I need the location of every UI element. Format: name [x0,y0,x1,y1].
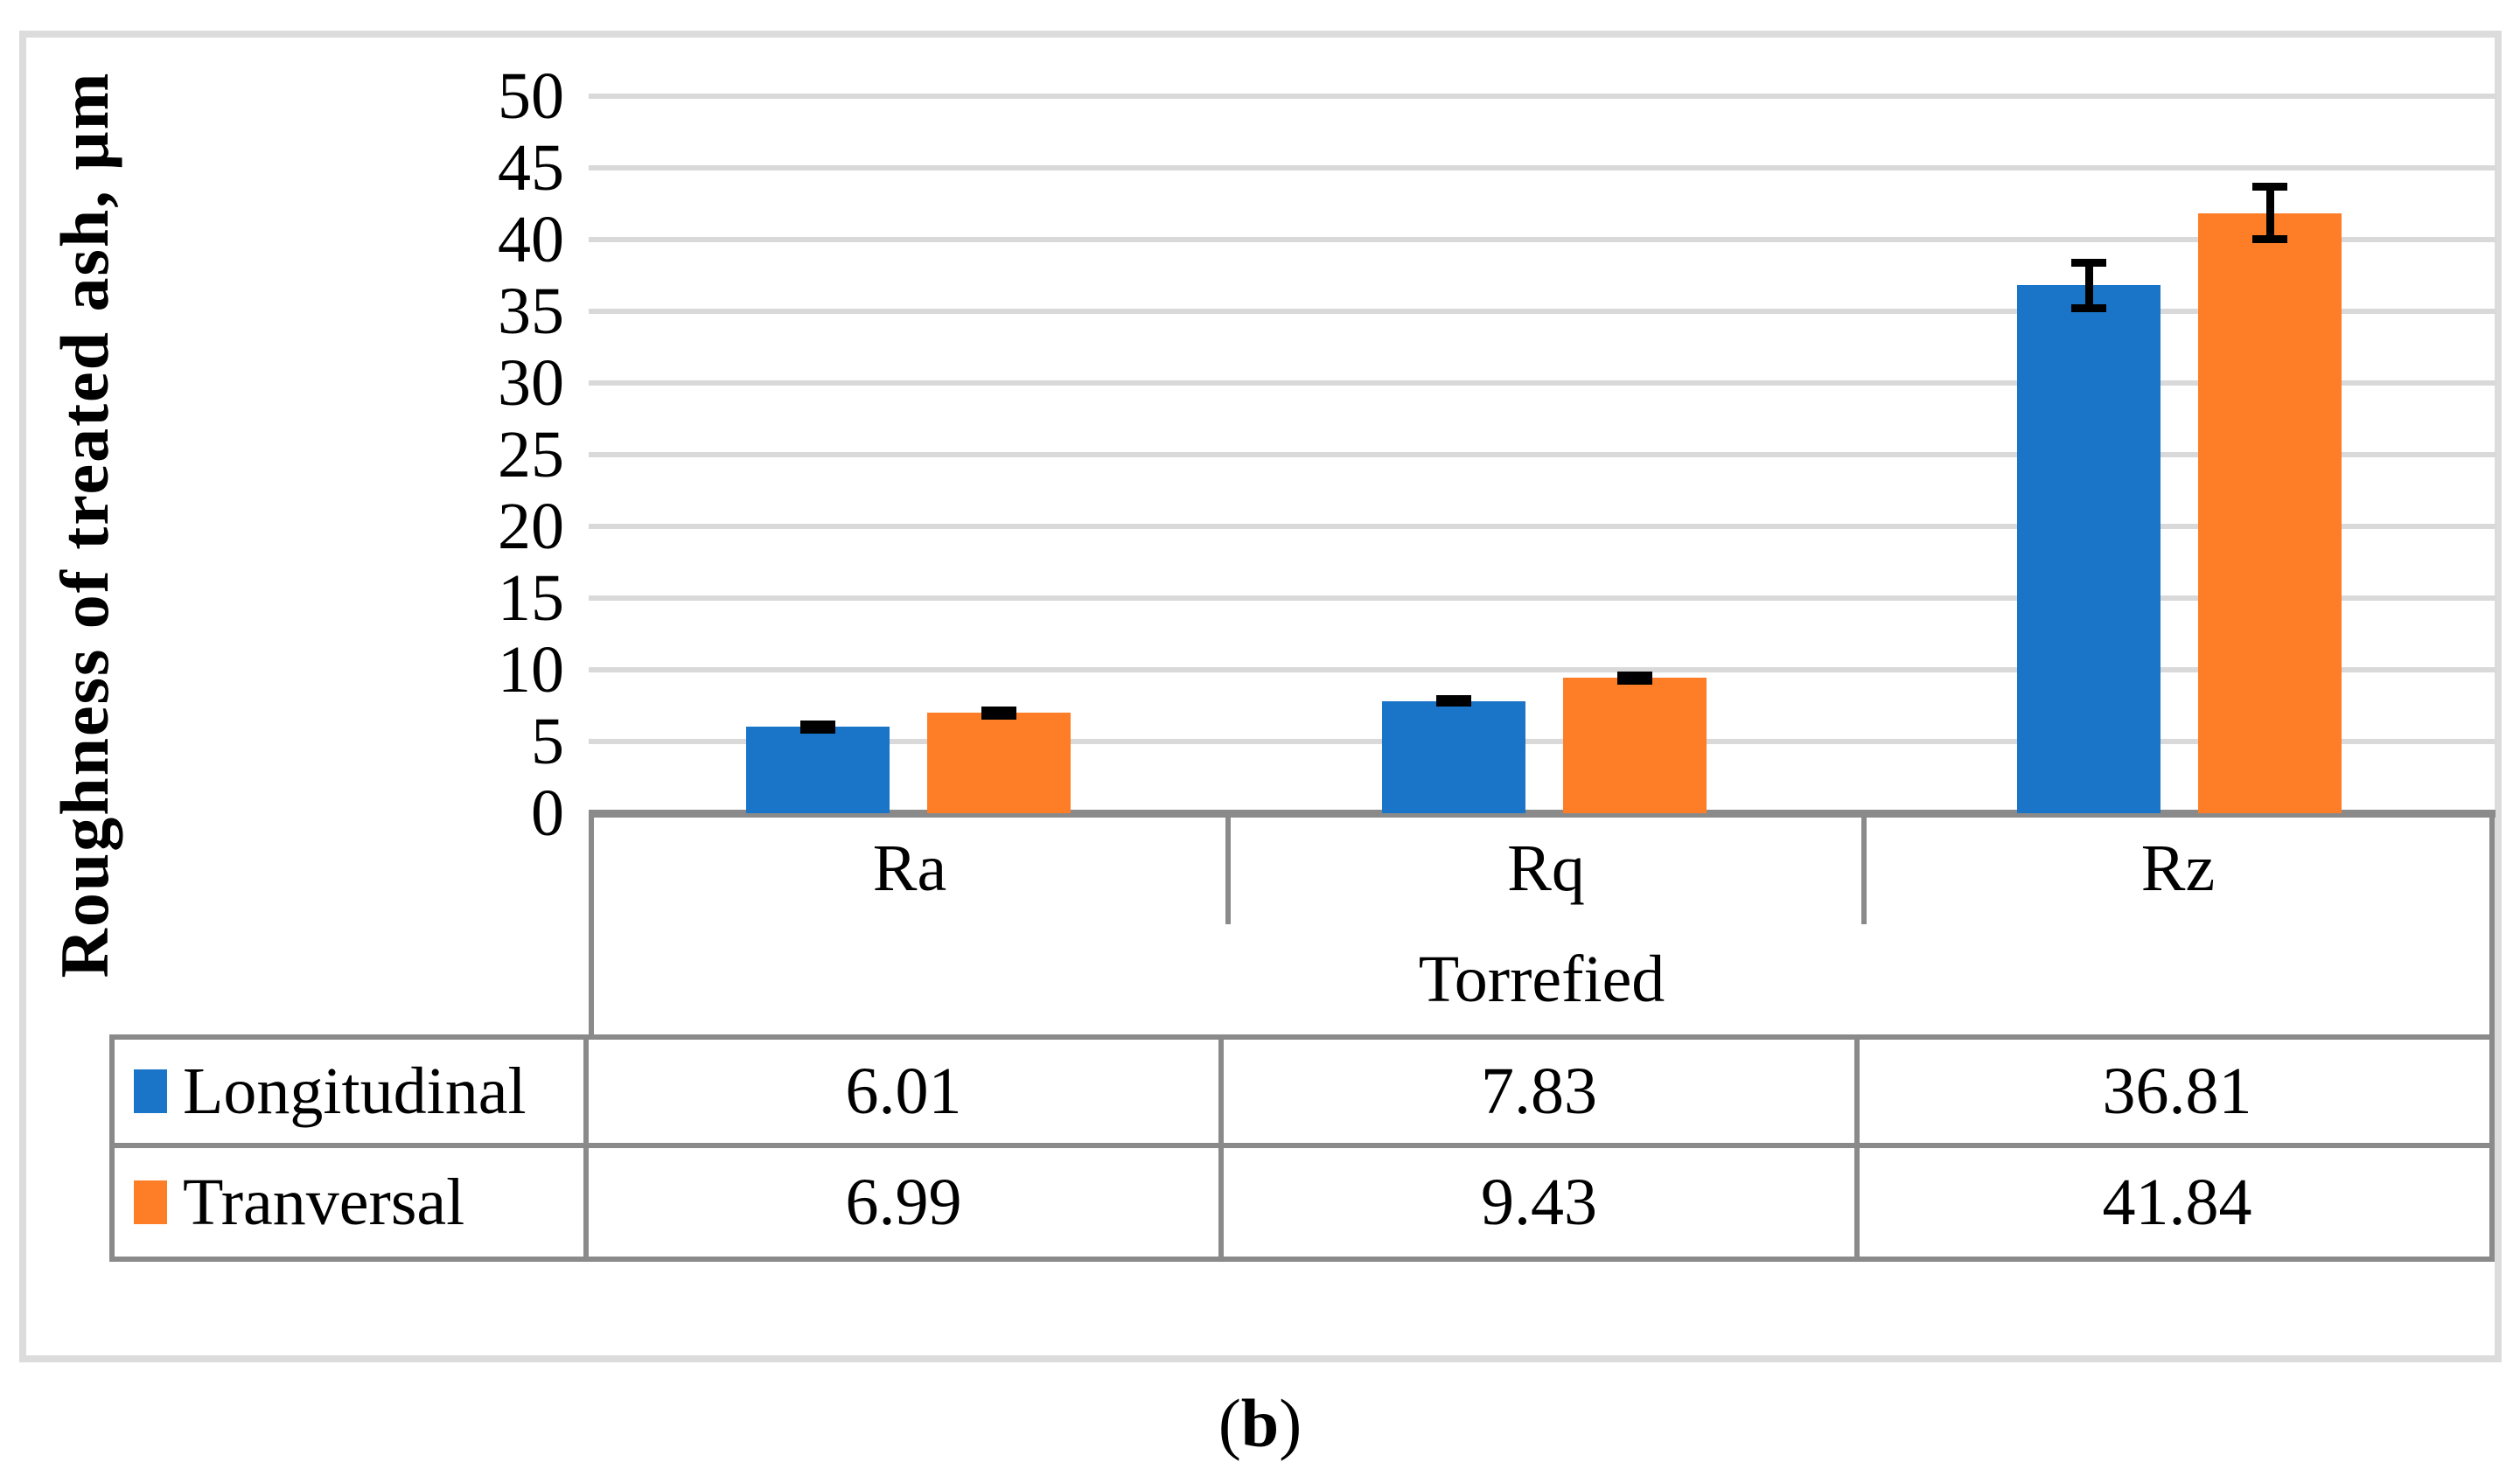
bar-tranversal-ra [927,713,1071,813]
error-bar [2252,183,2288,244]
category-divider [1225,813,1231,924]
error-bar-cap [981,706,1016,714]
table-value-longitudinal-rq: 7.83 [1224,1040,1860,1148]
bar-group-ra [589,96,1225,813]
error-bar-cap [800,725,835,734]
error-bar-cap [2252,183,2288,191]
legend-swatch-longitudinal-icon [134,1069,167,1113]
bar-tranversal-rz [2198,212,2342,813]
error-bar-line [2266,183,2275,244]
legend-item-tranversal: Tranversal [115,1148,589,1257]
figure-caption: (b) [0,1384,2520,1463]
legend-label-longitudinal: Longitudinal [183,1054,527,1128]
legend-label-tranversal: Tranversal [183,1165,465,1239]
caption-paren-open: ( [1218,1385,1241,1461]
gridline [589,452,2496,457]
bar-longitudinal-rq [1381,700,1525,813]
y-tick-label: 20 [498,490,564,563]
category-label-ra: Ra [872,832,947,905]
category-label-rz: Rz [2140,832,2216,905]
y-tick-label: 10 [498,633,564,707]
category-divider [1861,813,1867,924]
data-table: Longitudinal 6.01 7.83 36.81 Tranversal … [109,1034,2495,1262]
y-tick-label: 15 [498,561,564,635]
y-tick-label: 40 [498,203,564,276]
table-value-longitudinal-ra: 6.01 [589,1040,1224,1148]
gridline [589,380,2496,386]
error-bar [800,721,835,734]
error-bar [2071,258,2107,312]
error-bar-cap [2071,303,2107,312]
y-tick-label: 5 [531,705,564,778]
error-bar [1616,671,1652,685]
group-label-torrefied: Torrefied [1418,942,1665,1016]
error-bar-cap [2252,235,2288,244]
y-tick-label: 50 [498,59,564,133]
category-label-rq: Rq [1507,832,1585,905]
table-value-tranversal-ra: 6.99 [589,1148,1224,1257]
legend-item-longitudinal: Longitudinal [115,1040,589,1148]
x-axis-line [589,810,2496,818]
caption-paren-close: ) [1279,1385,1302,1461]
bar-group-rz [1860,96,2496,813]
gridline [589,667,2496,672]
y-axis-tick-labels: 0 5 10 15 20 25 30 35 40 45 50 [332,0,564,1483]
y-tick-label: 45 [498,131,564,205]
table-value-tranversal-rq: 9.43 [1224,1148,1860,1257]
error-bar-cap [2071,258,2107,267]
legend-swatch-tranversal-icon [134,1180,167,1224]
gridline [589,237,2496,242]
gridline [589,595,2496,601]
bar-tranversal-rq [1562,678,1707,813]
error-bar-cap [1616,676,1652,685]
gridline [589,524,2496,529]
y-tick-label: 0 [531,776,564,850]
error-bar [1435,695,1471,707]
caption-letter: b [1240,1385,1280,1461]
y-tick-label: 25 [498,418,564,491]
table-value-tranversal-rz: 41.84 [2102,1165,2252,1239]
gridline [589,309,2496,314]
bar-group-rq [1225,96,1860,813]
error-bar-cap [1616,671,1652,679]
y-tick-label: 35 [498,275,564,348]
gridline [589,165,2496,171]
bar-longitudinal-ra [746,727,890,813]
error-bar-cap [1435,699,1471,707]
error-bar-cap [800,721,835,729]
error-bar [981,706,1016,720]
bar-longitudinal-rz [2017,285,2161,813]
error-bar-line [2085,258,2094,312]
plot-area [589,94,2496,818]
gridline [589,94,2496,99]
table-value-longitudinal-rz: 36.81 [1860,1040,2495,1148]
category-axis-table: Ra Rq Rz Torrefied [589,813,2495,1034]
y-axis-title: Roughness of treated ash, μm [46,71,122,978]
y-tick-label: 30 [498,346,564,420]
error-bar-cap [981,711,1016,720]
gridline [589,739,2496,744]
